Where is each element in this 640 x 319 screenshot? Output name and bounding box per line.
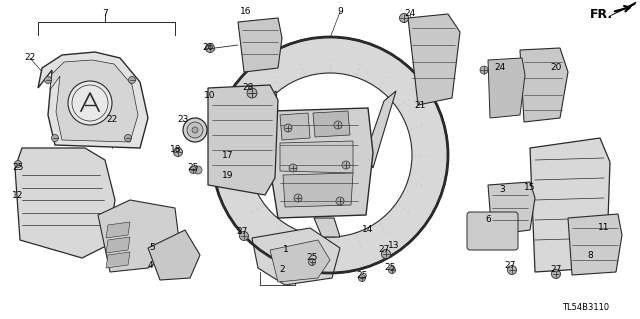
Polygon shape <box>280 113 310 140</box>
Circle shape <box>336 197 344 205</box>
Text: 18: 18 <box>170 145 182 154</box>
Polygon shape <box>314 218 340 237</box>
Text: 15: 15 <box>524 183 536 192</box>
Polygon shape <box>15 148 115 258</box>
Text: 13: 13 <box>388 241 400 250</box>
Circle shape <box>212 37 448 273</box>
FancyArrowPatch shape <box>614 6 630 11</box>
Polygon shape <box>610 2 636 16</box>
Circle shape <box>247 88 257 98</box>
Circle shape <box>388 266 396 273</box>
Text: 6: 6 <box>485 216 491 225</box>
Text: 9: 9 <box>337 8 343 17</box>
Circle shape <box>192 127 198 133</box>
FancyBboxPatch shape <box>467 212 518 250</box>
Text: 16: 16 <box>240 8 252 17</box>
Circle shape <box>358 275 365 281</box>
Polygon shape <box>530 138 610 272</box>
Circle shape <box>480 66 488 74</box>
Circle shape <box>187 122 203 138</box>
Polygon shape <box>270 240 330 282</box>
Text: 1: 1 <box>283 246 289 255</box>
Text: 25: 25 <box>307 254 317 263</box>
Circle shape <box>342 161 350 169</box>
Polygon shape <box>38 52 148 148</box>
Circle shape <box>334 121 342 129</box>
Circle shape <box>552 270 561 278</box>
Text: 8: 8 <box>587 251 593 261</box>
Text: 20: 20 <box>550 63 562 72</box>
Text: 22: 22 <box>106 115 118 124</box>
Circle shape <box>45 77 51 84</box>
Polygon shape <box>270 108 373 218</box>
Circle shape <box>51 135 58 142</box>
Text: 25: 25 <box>384 263 396 272</box>
Text: 27: 27 <box>236 227 248 236</box>
Polygon shape <box>106 222 130 238</box>
Text: 22: 22 <box>24 54 36 63</box>
Text: 23: 23 <box>177 115 189 124</box>
Text: 5: 5 <box>149 243 155 253</box>
Circle shape <box>399 13 408 23</box>
Polygon shape <box>208 85 278 195</box>
Polygon shape <box>366 91 396 168</box>
Circle shape <box>294 194 302 202</box>
Circle shape <box>125 135 131 142</box>
Polygon shape <box>106 252 130 268</box>
Circle shape <box>183 118 207 142</box>
Polygon shape <box>252 228 340 285</box>
Circle shape <box>15 160 22 167</box>
Polygon shape <box>238 18 282 72</box>
Text: 2: 2 <box>279 265 285 275</box>
Circle shape <box>248 73 412 237</box>
Text: 17: 17 <box>222 151 234 160</box>
Polygon shape <box>283 173 353 207</box>
Polygon shape <box>106 237 130 253</box>
Polygon shape <box>488 182 535 235</box>
Text: 3: 3 <box>499 186 505 195</box>
Text: 11: 11 <box>598 224 610 233</box>
Polygon shape <box>408 14 460 105</box>
Text: 28: 28 <box>243 84 253 93</box>
Text: 12: 12 <box>12 191 24 201</box>
Circle shape <box>189 167 196 174</box>
Circle shape <box>205 43 214 53</box>
Text: 25: 25 <box>356 271 368 280</box>
Text: 27: 27 <box>378 246 390 255</box>
Text: 25: 25 <box>188 164 198 173</box>
Circle shape <box>308 258 316 265</box>
Text: 24: 24 <box>494 63 506 72</box>
Text: 7: 7 <box>102 10 108 19</box>
Polygon shape <box>280 141 353 173</box>
Circle shape <box>194 166 202 174</box>
Text: 4: 4 <box>147 261 153 270</box>
Polygon shape <box>520 48 568 122</box>
Polygon shape <box>313 111 350 137</box>
Circle shape <box>381 249 390 258</box>
Circle shape <box>173 147 182 157</box>
Text: 19: 19 <box>222 170 234 180</box>
Circle shape <box>284 124 292 132</box>
Circle shape <box>508 265 516 275</box>
Text: 24: 24 <box>404 10 415 19</box>
Text: 27: 27 <box>504 262 516 271</box>
Polygon shape <box>98 200 180 272</box>
Text: 14: 14 <box>362 226 374 234</box>
Polygon shape <box>488 58 525 118</box>
Text: 10: 10 <box>204 91 216 100</box>
Circle shape <box>68 81 112 125</box>
Polygon shape <box>148 230 200 280</box>
Polygon shape <box>264 91 278 168</box>
Text: 25: 25 <box>12 164 24 173</box>
Text: 26: 26 <box>202 42 214 51</box>
Text: FR.: FR. <box>590 8 613 20</box>
Polygon shape <box>568 214 622 275</box>
Text: 27: 27 <box>550 265 562 275</box>
Circle shape <box>129 77 136 84</box>
Text: 21: 21 <box>414 100 426 109</box>
Polygon shape <box>50 60 138 142</box>
Text: TL54B3110: TL54B3110 <box>563 303 609 313</box>
Circle shape <box>289 164 297 172</box>
Circle shape <box>239 232 248 241</box>
